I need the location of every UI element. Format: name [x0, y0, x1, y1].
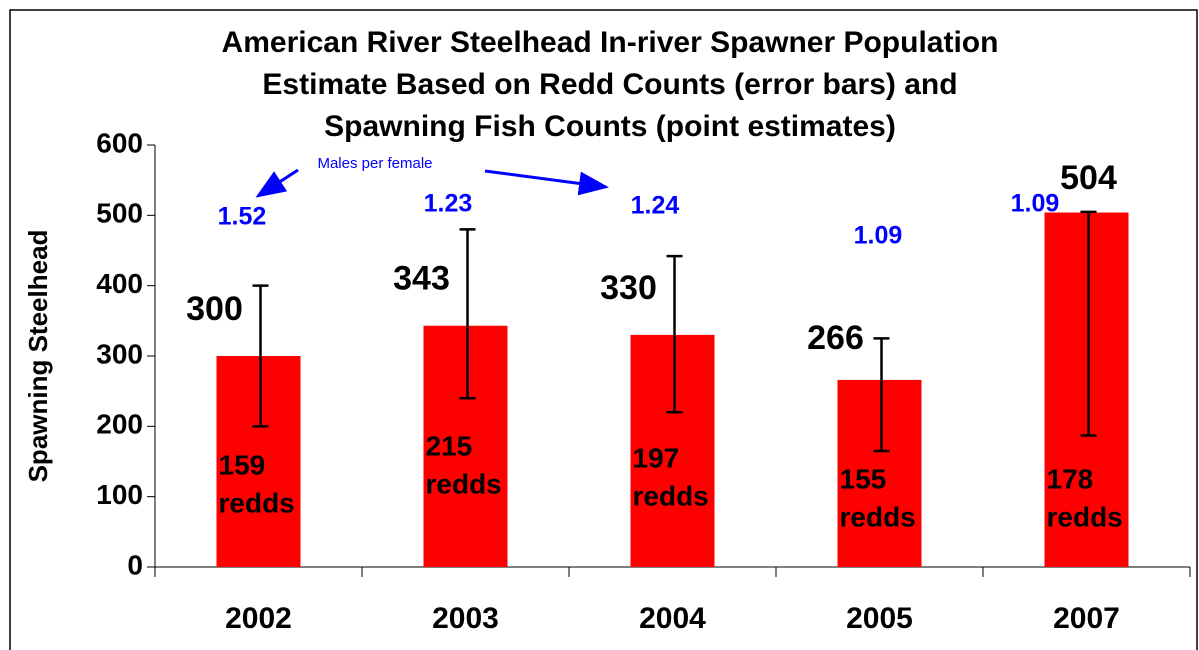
bar: [1044, 212, 1129, 567]
data-label: 343: [393, 260, 450, 298]
annotation-arrow: [484, 169, 609, 196]
redd-unit: redds: [633, 480, 709, 511]
chart-frame: [9, 9, 1198, 650]
redd-count: 155: [840, 463, 887, 494]
redd-count: 215: [426, 430, 473, 461]
error-bar: [873, 337, 890, 453]
data-label: 266: [807, 319, 864, 357]
error-bar: [666, 254, 683, 414]
error-bar: [459, 228, 476, 400]
redd-unit: redds: [219, 487, 295, 518]
x-tick-label: 2004: [639, 602, 706, 635]
redd-count: 178: [1047, 463, 1094, 494]
y-axis-label: Spawning Steelhead: [23, 230, 53, 483]
data-label: 330: [600, 269, 657, 307]
bar: [216, 356, 301, 567]
chart-title: American River Steelhead In-river Spawne…: [222, 26, 999, 59]
redd-unit: redds: [426, 468, 502, 499]
data-label: 300: [186, 290, 243, 328]
y-tick-label: 0: [127, 549, 143, 580]
chart-title: Spawning Fish Counts (point estimates): [324, 110, 896, 143]
y-tick-label: 200: [96, 409, 143, 440]
y-tick-label: 400: [96, 268, 143, 299]
data-label: 504: [1060, 159, 1117, 197]
ratio-label: 1.23: [424, 190, 473, 218]
redd-unit: redds: [1047, 501, 1123, 532]
annotation: Males per female: [317, 155, 432, 172]
redd-unit: redds: [840, 501, 916, 532]
ratio-label: 1.09: [1011, 190, 1060, 218]
ratio-label: 1.24: [631, 192, 680, 220]
error-bar: [1080, 210, 1097, 437]
bar: [423, 325, 508, 567]
y-tick-label: 600: [96, 127, 143, 158]
ratio-label: 1.52: [218, 203, 267, 231]
x-tick-label: 2003: [432, 602, 499, 635]
y-tick-label: 500: [96, 198, 143, 229]
ratio-label: 1.09: [854, 222, 903, 250]
bar: [630, 334, 715, 567]
x-tick-label: 2007: [1053, 602, 1120, 635]
x-tick-label: 2005: [846, 602, 913, 635]
error-bar: [252, 284, 269, 428]
redd-count: 197: [633, 442, 680, 473]
chart-title: Estimate Based on Redd Counts (error bar…: [262, 68, 957, 101]
y-tick-label: 300: [96, 338, 143, 369]
redd-count: 159: [219, 449, 266, 480]
y-tick-label: 100: [96, 479, 143, 510]
bar: [837, 379, 922, 567]
x-tick-label: 2002: [225, 602, 292, 635]
annotation-arrow: [255, 168, 299, 198]
